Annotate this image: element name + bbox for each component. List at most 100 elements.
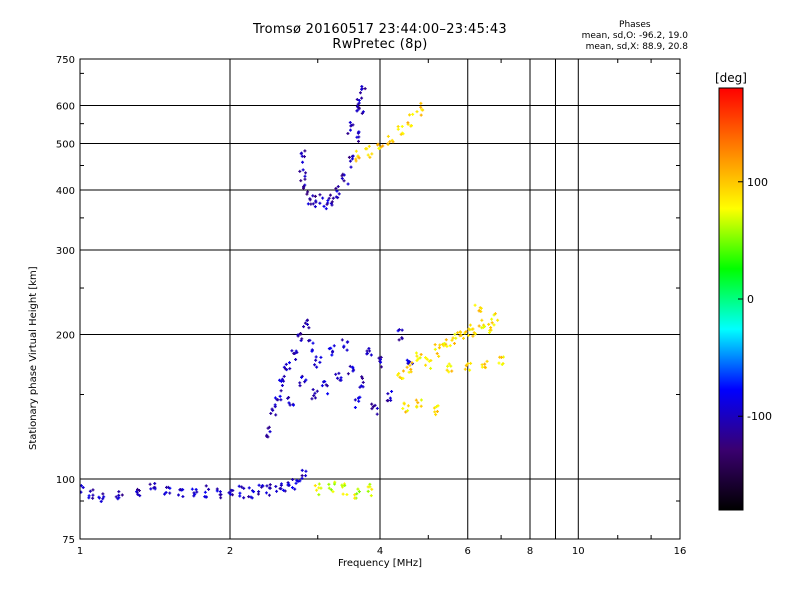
data-point (117, 490, 121, 494)
data-point (303, 321, 307, 325)
data-point (238, 494, 242, 498)
data-point (136, 493, 140, 497)
data-point (166, 485, 170, 489)
data-point (357, 130, 361, 134)
data-point (314, 199, 318, 203)
data-point (469, 361, 473, 365)
data-point (414, 398, 418, 402)
data-point (309, 202, 313, 206)
data-point (404, 410, 408, 414)
data-point (218, 493, 222, 497)
data-point (435, 352, 439, 356)
y-tick-label: 400 (56, 186, 75, 197)
data-point (318, 201, 322, 205)
data-point (219, 496, 223, 500)
data-point (280, 384, 284, 388)
data-point (317, 493, 321, 497)
data-point (348, 128, 352, 132)
data-point (490, 317, 494, 321)
data-point (485, 359, 489, 363)
y-tick-label: 600 (56, 102, 75, 113)
data-point (279, 487, 283, 491)
data-point (179, 488, 183, 492)
data-point (388, 140, 392, 144)
data-point (218, 490, 222, 494)
data-point (360, 87, 364, 91)
data-point (351, 365, 355, 369)
data-point (304, 469, 308, 473)
data-point (304, 171, 308, 175)
data-point (313, 391, 317, 395)
plot-frame (79, 58, 681, 540)
data-point (360, 375, 364, 379)
data-point (408, 363, 412, 367)
colorbar-tick-label: 0 (747, 293, 754, 306)
data-point (330, 200, 334, 204)
data-point (446, 364, 450, 368)
data-point (190, 487, 194, 491)
data-point (335, 376, 339, 380)
data-point (354, 149, 358, 153)
data-point (479, 310, 483, 314)
data-point (377, 146, 381, 150)
data-point (408, 113, 412, 117)
data-point (375, 406, 379, 410)
data-point (300, 151, 304, 155)
data-point (102, 495, 106, 499)
data-point (227, 491, 231, 495)
data-point (418, 356, 422, 360)
data-point (419, 105, 423, 109)
data-point (444, 338, 448, 342)
data-point (149, 487, 153, 491)
data-point (349, 165, 353, 169)
data-point (402, 402, 406, 406)
data-point (433, 343, 437, 347)
data-point (240, 485, 244, 489)
data-point (195, 490, 199, 494)
data-point (181, 495, 185, 499)
data-point (477, 324, 481, 328)
data-point (356, 154, 360, 158)
data-point (415, 354, 419, 358)
x-tick-label: 1 (77, 546, 83, 557)
data-point (348, 120, 352, 124)
data-point (454, 336, 458, 340)
data-point (480, 318, 484, 322)
data-point (410, 361, 414, 365)
data-point (334, 195, 338, 199)
data-point (294, 358, 298, 362)
data-point (302, 325, 306, 329)
data-point (343, 484, 347, 488)
data-point (252, 490, 256, 494)
data-point (386, 142, 390, 146)
data-point (369, 494, 373, 498)
data-point (342, 173, 346, 177)
data-point (400, 328, 404, 332)
data-point (399, 132, 403, 136)
data-point (396, 125, 400, 129)
data-point (368, 485, 372, 489)
data-point (298, 479, 302, 483)
data-point (320, 384, 324, 388)
data-point (282, 488, 286, 492)
data-point (468, 368, 472, 372)
data-point (267, 493, 271, 497)
data-point (313, 396, 317, 400)
data-point (447, 362, 451, 366)
data-point (274, 413, 278, 417)
data-point (308, 198, 312, 202)
data-point (311, 388, 315, 392)
data-point (471, 327, 475, 331)
data-point (268, 430, 272, 434)
data-point (365, 351, 369, 355)
data-point (353, 493, 357, 497)
data-point (336, 185, 340, 189)
data-point (483, 324, 487, 328)
data-point (407, 360, 411, 364)
data-point (342, 179, 346, 183)
data-point (419, 101, 423, 105)
data-point (340, 338, 344, 342)
data-point (361, 110, 365, 114)
data-point (390, 138, 394, 142)
data-point (329, 488, 333, 492)
